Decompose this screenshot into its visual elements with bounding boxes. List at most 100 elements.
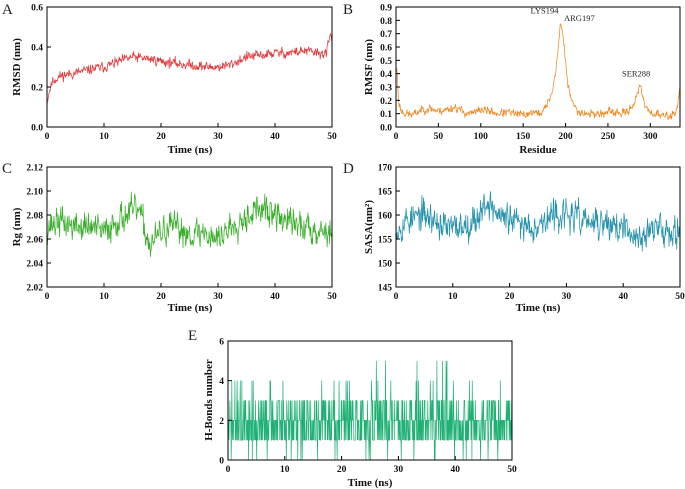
panel-B-ytick-label: 0.4 (380, 70, 392, 80)
panel-B-xtick-label: 0 (394, 132, 399, 142)
panel-B-ylabel: RMSF (nm) (363, 39, 375, 95)
panel-B-xtick-label: 200 (558, 132, 573, 142)
panel-E-xtick-label: 0 (226, 465, 231, 475)
panel-A-series-line (46, 33, 333, 106)
panel-C-ytick-label: 2.08 (26, 212, 43, 222)
panel-C-xtick-label: 0 (45, 292, 50, 302)
panel-B-plot: 0 50 100 150 200 250 300 0.0 0.1 0.2 0.3 0.4 0.5 0.6 0… (380, 4, 681, 142)
panel-D-xtick-label: 0 (394, 292, 399, 302)
panel-C-group: C 0 10 20 30 40 50 2.02 2.04 2.06 2.08 2.10 2.12 Ti… (2, 161, 337, 314)
panel-B-series-line (396, 23, 681, 120)
panel-D-xlabel: Time (ns) (516, 302, 561, 314)
panel-E-xtick-label: 40 (450, 465, 460, 475)
panel-E-series-line (227, 360, 513, 461)
panel-D-xtick-label: 50 (675, 292, 685, 302)
panel-C-letter: C (2, 161, 12, 177)
panel-A-ytick-label: 0.4 (31, 44, 43, 54)
panel-D-xtick-label: 30 (562, 292, 572, 302)
panel-B-xtick-label: 300 (643, 132, 658, 142)
panel-E-xtick-label: 10 (280, 465, 290, 475)
panel-D-xtick-label: 20 (505, 292, 515, 302)
panel-E-group: E 0 10 20 30 40 50 0 2 4 6 Time (ns) H-Bonds numb… (188, 328, 517, 489)
panel-D-series-line (395, 191, 681, 252)
panel-B-ytick-label: 0.1 (380, 110, 392, 120)
panel-C-xtick-label: 10 (99, 292, 109, 302)
panel-D-group: D 0 10 20 30 40 50 145 150 155 160 165 170 Time (ns… (343, 161, 685, 314)
panel-B-xtick-label: 50 (434, 132, 444, 142)
panel-B-ytick-label: 0.3 (380, 84, 392, 94)
panel-D-ytick-label: 165 (378, 188, 393, 198)
panel-B-ytick-label: 0.7 (380, 30, 392, 40)
panel-B-group: B 0 50 100 150 200 250 300 0.0 0.1 0.2 0.3 0.4 0.5 0.… (343, 2, 681, 156)
panel-A-group: A 0 10 20 30 40 50 0.0 0.2 0.4 0.6 Time (ns) RMSD… (2, 2, 337, 156)
panel-E-ytick-label: 4 (219, 377, 224, 387)
panel-A-xtick-label: 50 (327, 132, 337, 142)
panel-E-xtick-label: 20 (337, 465, 347, 475)
panel-C-ytick-label: 2.06 (26, 236, 43, 246)
panel-D-xtick-label: 10 (448, 292, 458, 302)
panel-C-ytick-label: 2.04 (26, 260, 43, 270)
panel-B-ytick-label: 0.6 (380, 44, 392, 54)
panel-A-letter: A (2, 2, 13, 18)
panel-A-ytick-label: 0.6 (31, 4, 43, 14)
panel-B-xlabel: Residue (519, 144, 556, 156)
panel-D-letter: D (343, 161, 354, 177)
panel-D-ytick-label: 145 (378, 284, 393, 294)
panel-D-ytick-label: 155 (378, 236, 393, 246)
panel-C-frame (46, 166, 333, 288)
panel-C-plot: 0 10 20 30 40 50 2.02 2.04 2.06 2.08 2.10 2.12 (26, 164, 337, 303)
panel-B-ytick-label: 0.5 (380, 57, 392, 67)
panel-B-ytick-label: 0.0 (380, 124, 392, 134)
panel-D-ytick-label: 170 (378, 164, 393, 174)
panel-B-xtick-label: 250 (601, 132, 616, 142)
panel-E-xlabel: Time (ns) (348, 477, 393, 489)
panel-B-annotation-lys194: LYS194 (530, 5, 559, 15)
panel-A-xtick-label: 40 (270, 132, 280, 142)
panel-C-xlabel: Time (ns) (168, 302, 213, 314)
panel-A-ytick-label: 0.2 (31, 84, 43, 94)
panel-A-ytick-label: 0.0 (31, 124, 43, 134)
panel-E-plot: 0 10 20 30 40 50 0 2 4 6 (219, 338, 517, 476)
panel-C-ylabel: Rg (nm) (11, 207, 23, 246)
panel-C-ytick-label: 2.02 (26, 284, 43, 294)
panel-B-frame (395, 6, 681, 128)
panel-B-ytick-label: 0.2 (380, 97, 392, 107)
panel-D-ylabel: SASA(nm²) (363, 200, 375, 254)
panel-C-xtick-label: 20 (156, 292, 166, 302)
panel-C-xtick-label: 50 (327, 292, 337, 302)
panel-A-xtick-label: 10 (99, 132, 109, 142)
panel-E-ytick-label: 0 (219, 457, 224, 467)
panel-C-ytick-label: 2.12 (26, 164, 43, 174)
panel-D-xtick-label: 40 (618, 292, 628, 302)
panel-B-ytick-label: 0.8 (380, 17, 392, 27)
panel-E-frame (227, 340, 513, 461)
panel-D-ytick-label: 160 (378, 212, 393, 222)
panel-A-plot: 0 10 20 30 40 50 0.0 0.2 0.4 0.6 (31, 4, 337, 143)
panel-B-xtick-label: 150 (516, 132, 531, 142)
panel-C-ytick-label: 2.10 (26, 188, 43, 198)
panel-E-ytick-label: 6 (219, 338, 224, 348)
panel-D-frame (395, 166, 681, 288)
panel-C-series-line (46, 191, 333, 258)
panel-A-ylabel: RMSD (nm) (11, 38, 23, 96)
panel-E-ylabel: H-Bonds number (203, 359, 215, 441)
panel-D-ytick-label: 150 (378, 260, 393, 270)
panel-C-xtick-label: 40 (270, 292, 280, 302)
panel-B-annotation-arg197: ARG197 (564, 13, 595, 23)
panel-D-plot: 0 10 20 30 40 50 145 150 155 160 165 170 (378, 164, 685, 303)
panel-A-xtick-label: 0 (45, 132, 50, 142)
panel-E-letter: E (188, 328, 197, 344)
panel-A-xtick-label: 20 (156, 132, 166, 142)
panel-E-xtick-label: 30 (394, 465, 404, 475)
panel-C-xtick-label: 30 (213, 292, 223, 302)
panel-A-xtick-label: 30 (213, 132, 223, 142)
panel-B-xtick-label: 100 (474, 132, 489, 142)
panel-A-frame (46, 6, 333, 128)
panel-B-annotation-ser288: SER288 (622, 69, 650, 79)
panel-B-ytick-label: 0.9 (380, 4, 392, 14)
panel-E-ytick-label: 2 (219, 417, 224, 427)
panel-A-xlabel: Time (ns) (168, 144, 213, 156)
panel-B-letter: B (343, 2, 353, 18)
panel-E-xtick-label: 50 (507, 465, 517, 475)
